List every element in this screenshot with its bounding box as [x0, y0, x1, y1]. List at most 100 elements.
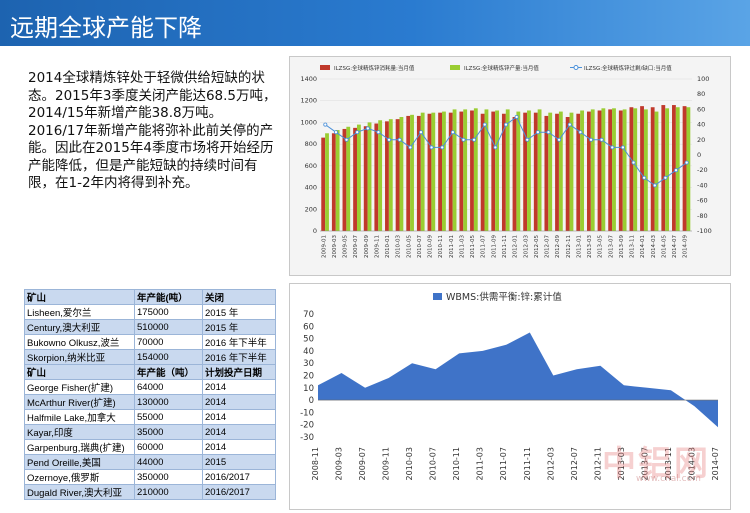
x-tick: 2011-05	[470, 235, 476, 258]
x-tick: 2010-01	[385, 235, 391, 258]
y-right-tick: -60	[697, 197, 708, 205]
table-cell: 35000	[134, 424, 203, 440]
consumption-bar	[342, 128, 347, 231]
consumption-bar	[608, 109, 613, 231]
table-cell: 2016 年下半年	[202, 349, 276, 365]
y-tick: 50	[303, 335, 314, 345]
x-tick: 2010-03	[405, 447, 414, 480]
y-right-tick: 0	[697, 151, 701, 159]
consumption-bar	[321, 137, 326, 231]
y-tick: -10	[300, 408, 314, 418]
x-tick: 2011-11	[502, 235, 508, 258]
balance-point	[620, 145, 625, 150]
balance-point	[418, 130, 423, 135]
balance-point	[365, 126, 370, 131]
balance-point	[514, 115, 519, 120]
table-header-new-mines: 矿山 年产能（吨） 计划投产日期	[24, 364, 276, 380]
y-left-tick: 200	[305, 205, 317, 213]
table-cell: 矿山	[24, 289, 135, 305]
table-cell: Dugald River,澳大利亚	[24, 484, 135, 500]
consumption-bar	[533, 112, 538, 231]
production-bar	[452, 109, 457, 231]
table-cell: 2014	[202, 439, 276, 455]
table-cell: 510000	[134, 319, 203, 335]
table-cell: 2014	[202, 379, 276, 395]
x-tick: 2013-11	[664, 447, 673, 480]
x-tick: 2010-07	[417, 235, 423, 258]
production-bar	[473, 108, 478, 231]
consumption-bar	[470, 110, 474, 231]
y-tick: 70	[303, 310, 314, 320]
table-cell: 2016/2017	[202, 484, 276, 500]
balance-point	[546, 130, 551, 135]
consumption-bar	[597, 110, 602, 231]
y-right-tick: 60	[697, 105, 705, 113]
legend-swatch	[450, 65, 460, 70]
balance-point	[472, 137, 477, 142]
consumption-bar	[501, 113, 506, 231]
legend-swatch	[573, 65, 579, 70]
consumption-bar	[459, 111, 464, 231]
production-bar	[346, 126, 351, 231]
production-bar	[367, 122, 372, 231]
production-bar	[580, 110, 585, 231]
x-tick: 2013-03	[617, 447, 626, 480]
balance-point	[376, 130, 381, 135]
balance-point	[557, 137, 562, 142]
balance-area	[318, 332, 718, 428]
x-tick: 2011-11	[523, 447, 532, 480]
y-tick: 40	[303, 347, 314, 357]
table-cell: 350000	[134, 469, 203, 485]
table-cell: Pend Oreille,美国	[24, 454, 135, 470]
x-tick: 2012-09	[555, 235, 561, 258]
x-tick: 2012-11	[593, 447, 602, 480]
table-cell: 2014	[202, 409, 276, 425]
table-cell: Halfmile Lake,加拿大	[24, 409, 135, 425]
x-tick: 2011-01	[449, 235, 455, 258]
x-tick: 2014-09	[683, 235, 689, 258]
x-tick: 2014-03	[651, 235, 657, 258]
table-row: McArthur River(扩建) 130000 2014	[24, 394, 276, 410]
table-cell: 130000	[134, 394, 203, 410]
x-tick: 2010-05	[406, 235, 412, 258]
table-cell: 154000	[134, 349, 203, 365]
y-right-tick: 100	[697, 75, 709, 83]
table-cell: 关闭	[202, 289, 276, 305]
balance-point	[355, 130, 360, 135]
x-tick: 2012-03	[523, 235, 529, 258]
consumption-bar	[672, 105, 676, 231]
y-left-tick: 0	[313, 227, 317, 235]
consumption-bar	[576, 113, 581, 231]
table-cell: Garpenburg,瑞典(扩建)	[24, 439, 135, 455]
production-bar	[622, 109, 627, 231]
table-row: George Fisher(扩建) 64000 2014	[24, 379, 276, 395]
y-left-tick: 600	[305, 162, 317, 170]
x-tick: 2009-11	[382, 447, 391, 480]
x-tick: 2014-01	[640, 235, 646, 258]
x-tick: 2009-03	[335, 447, 344, 480]
legend-label: WBMS:供需平衡:锌:累计值	[446, 291, 562, 303]
consumption-bar	[480, 113, 485, 231]
x-tick: 2011-07	[499, 447, 508, 480]
consumption-bar	[416, 115, 421, 231]
consumption-bar	[640, 106, 644, 231]
x-tick: 2009-05	[343, 235, 349, 258]
table-cell: George Fisher(扩建)	[24, 379, 135, 395]
consumption-bar	[363, 126, 368, 231]
production-bar	[654, 111, 659, 231]
watermark-url: www.cnal.com	[636, 474, 701, 484]
production-bar	[356, 124, 361, 231]
production-bar	[388, 119, 393, 231]
y-right-tick: -80	[697, 212, 708, 220]
table-cell: 60000	[134, 439, 203, 455]
consumption-bar	[438, 112, 443, 231]
y-tick: 0	[309, 396, 314, 406]
production-bar	[442, 111, 446, 231]
balance-point	[578, 130, 583, 135]
title-bar: 远期全球产能下降	[0, 0, 750, 46]
y-right-tick: 20	[697, 136, 705, 144]
x-tick: 2014-07	[672, 235, 678, 258]
x-tick: 2010-03	[396, 235, 402, 258]
y-tick: 10	[303, 384, 314, 394]
legend-label: ILZSG:全球精炼锌消耗量:当月值	[334, 64, 415, 72]
